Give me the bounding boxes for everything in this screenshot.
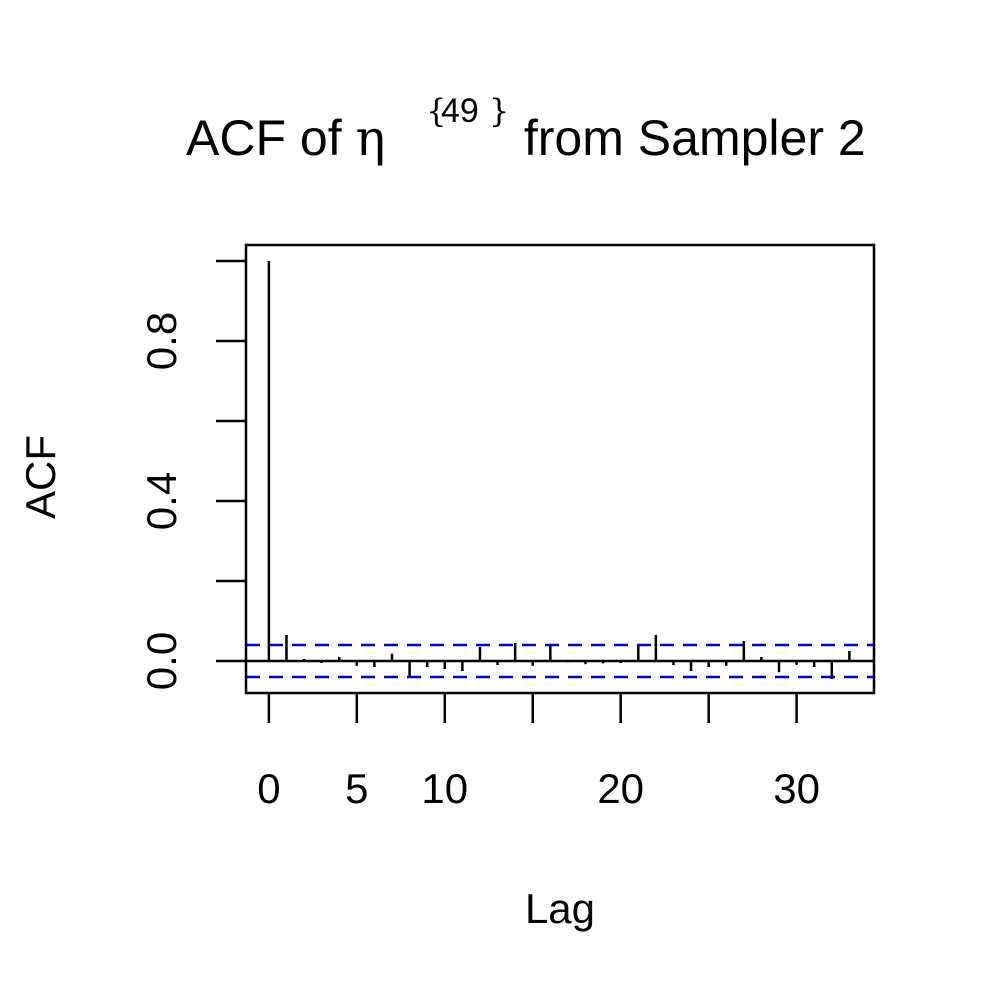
y-axis-label: ACF (17, 435, 64, 519)
y-tick-label-0: 0.0 (138, 632, 185, 690)
x-tick-label-30: 30 (773, 765, 820, 812)
y-axis: 0.0 0.4 0.8 (138, 259, 246, 690)
title-eta-symbol: η (355, 109, 385, 167)
y-tick-label-0.8: 0.8 (138, 312, 185, 370)
plot-frame (244, 243, 876, 695)
y-tick-label-0.4: 0.4 (138, 472, 185, 530)
x-tick-label-0: 0 (257, 765, 280, 812)
chart-title: ACF of η (186, 109, 385, 167)
title-superscript-close-brace: } (489, 92, 509, 130)
title-superscript: 49 (441, 92, 479, 130)
x-tick-label-5: 5 (345, 765, 368, 812)
title-suffix: from Sampler 2 (510, 110, 866, 166)
acf-bars (267, 261, 851, 679)
x-tick-label-20: 20 (597, 765, 644, 812)
x-tick-label-10: 10 (421, 765, 468, 812)
x-axis-label: Lag (525, 885, 595, 932)
title-prefix: ACF of (186, 110, 355, 166)
x-axis: 0 5 10 20 30 (257, 693, 820, 812)
title-superscript-open-brace: { (426, 92, 446, 130)
